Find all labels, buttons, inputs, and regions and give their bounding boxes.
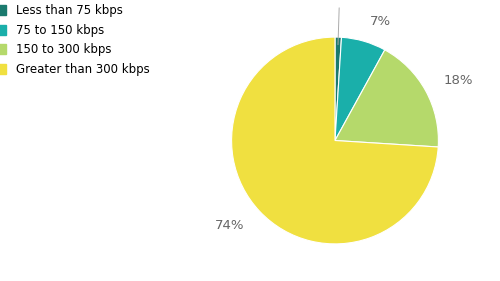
Legend: Less than 75 kbps, 75 to 150 kbps, 150 to 300 kbps, Greater than 300 kbps: Less than 75 kbps, 75 to 150 kbps, 150 t…	[0, 4, 150, 76]
Wedge shape	[335, 50, 438, 147]
Wedge shape	[335, 37, 385, 140]
Text: 7%: 7%	[370, 15, 390, 28]
Text: 74%: 74%	[215, 219, 244, 232]
Wedge shape	[232, 37, 438, 244]
Text: 1%: 1%	[329, 0, 350, 45]
Wedge shape	[335, 37, 342, 140]
Text: 18%: 18%	[444, 74, 473, 87]
